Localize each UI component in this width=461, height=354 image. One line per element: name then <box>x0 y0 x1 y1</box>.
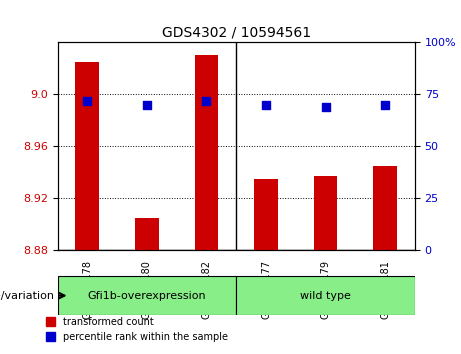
FancyBboxPatch shape <box>296 249 355 250</box>
FancyBboxPatch shape <box>177 249 236 250</box>
Point <box>262 102 270 108</box>
Title: GDS4302 / 10594561: GDS4302 / 10594561 <box>162 26 311 40</box>
Point <box>381 102 389 108</box>
FancyBboxPatch shape <box>58 276 236 315</box>
Text: genotype/variation: genotype/variation <box>0 291 55 301</box>
Text: wild type: wild type <box>300 291 351 301</box>
Bar <box>135 218 159 250</box>
Legend: transformed count, percentile rank within the sample: transformed count, percentile rank withi… <box>42 313 232 346</box>
FancyBboxPatch shape <box>355 249 415 250</box>
Text: Gfi1b-overexpression: Gfi1b-overexpression <box>88 291 206 301</box>
Bar <box>313 176 337 250</box>
Point <box>203 98 210 103</box>
FancyBboxPatch shape <box>58 249 117 250</box>
Point <box>84 98 91 103</box>
FancyBboxPatch shape <box>117 249 177 250</box>
Bar <box>254 179 278 250</box>
Point <box>322 104 329 110</box>
Point <box>143 102 151 108</box>
Bar <box>373 166 397 250</box>
Bar <box>76 62 99 250</box>
FancyBboxPatch shape <box>236 249 296 250</box>
FancyBboxPatch shape <box>236 276 415 315</box>
Bar <box>195 56 219 250</box>
